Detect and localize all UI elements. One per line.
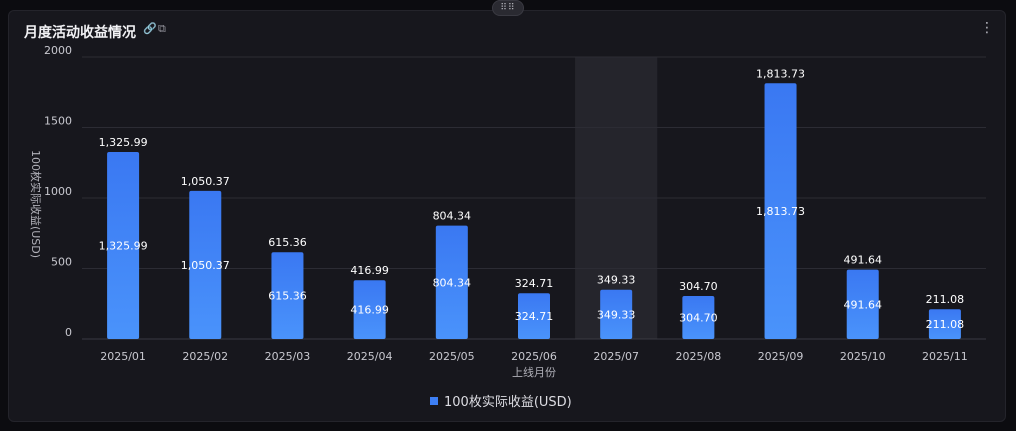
bar (107, 152, 140, 339)
drag-handle[interactable]: ⠿⠿ (492, 0, 524, 16)
chart-panel (8, 10, 1006, 422)
x-tick-label: 2025/04 (347, 350, 393, 363)
bar (189, 190, 222, 339)
data-label-inside: 304.70 (679, 312, 718, 325)
data-label-top: 1,050.37 (181, 175, 230, 188)
data-label-top: 324.71 (515, 277, 554, 290)
x-axis-title: 上线月份 (512, 365, 556, 379)
y-tick-label: 2000 (44, 44, 72, 57)
bar (764, 83, 797, 339)
copy-icon[interactable]: ⧉ (158, 22, 166, 35)
bar (600, 289, 633, 339)
x-tick-label: 2025/10 (840, 350, 886, 363)
bar (682, 296, 715, 339)
legend-swatch (430, 396, 438, 405)
data-label-inside: 211.08 (926, 318, 965, 331)
data-label-top: 1,325.99 (99, 136, 148, 149)
data-label-top: 304.70 (679, 280, 718, 293)
data-label-inside: 1,813.73 (756, 205, 805, 218)
data-label-inside: 416.99 (350, 304, 389, 317)
data-label-inside: 324.71 (515, 310, 554, 323)
data-label-inside: 804.34 (433, 276, 472, 289)
chart-title: 月度活动收益情况 (24, 25, 136, 41)
data-label-top: 1,813.73 (756, 67, 805, 80)
bar (518, 293, 550, 339)
x-tick-label: 2025/08 (676, 350, 722, 363)
x-tick-label: 2025/02 (182, 350, 228, 363)
x-tick-label: 2025/01 (100, 350, 146, 363)
data-label-top: 211.08 (926, 293, 965, 306)
link-icon[interactable]: 🔗 (143, 22, 157, 35)
bar (928, 309, 961, 339)
data-label-top: 804.34 (433, 210, 472, 223)
x-tick-label: 2025/07 (593, 350, 639, 363)
x-tick-label: 2025/03 (265, 350, 311, 363)
x-tick-label: 2025/06 (511, 350, 557, 363)
data-label-top: 491.64 (843, 254, 882, 267)
y-tick-label: 1500 (44, 115, 72, 128)
bar (846, 269, 879, 339)
bar (271, 252, 304, 339)
legend-item[interactable]: 100枚实际收益(USD) (430, 391, 572, 410)
data-label-inside: 1,050.37 (181, 259, 230, 272)
data-label-top: 416.99 (350, 264, 389, 277)
y-tick-label: 0 (65, 326, 72, 339)
legend-label: 100枚实际收益(USD) (444, 395, 572, 410)
x-tick-label: 2025/05 (429, 350, 475, 363)
x-tick-label: 2025/09 (758, 350, 804, 363)
data-label-inside: 349.33 (597, 308, 636, 321)
y-tick-label: 500 (51, 256, 72, 269)
data-label-top: 349.33 (597, 274, 636, 287)
data-label-inside: 615.36 (268, 290, 307, 303)
more-vertical-icon[interactable]: ⋮ (980, 20, 994, 36)
data-label-inside: 491.64 (843, 298, 882, 311)
bar (353, 280, 386, 339)
data-label-top: 615.36 (268, 236, 307, 249)
y-axis-title: 100枚实际收益(USD) (29, 150, 43, 258)
x-tick-label: 2025/11 (922, 350, 968, 363)
bar (435, 225, 468, 339)
data-label-inside: 1,325.99 (99, 240, 148, 253)
y-tick-label: 1000 (44, 185, 72, 198)
